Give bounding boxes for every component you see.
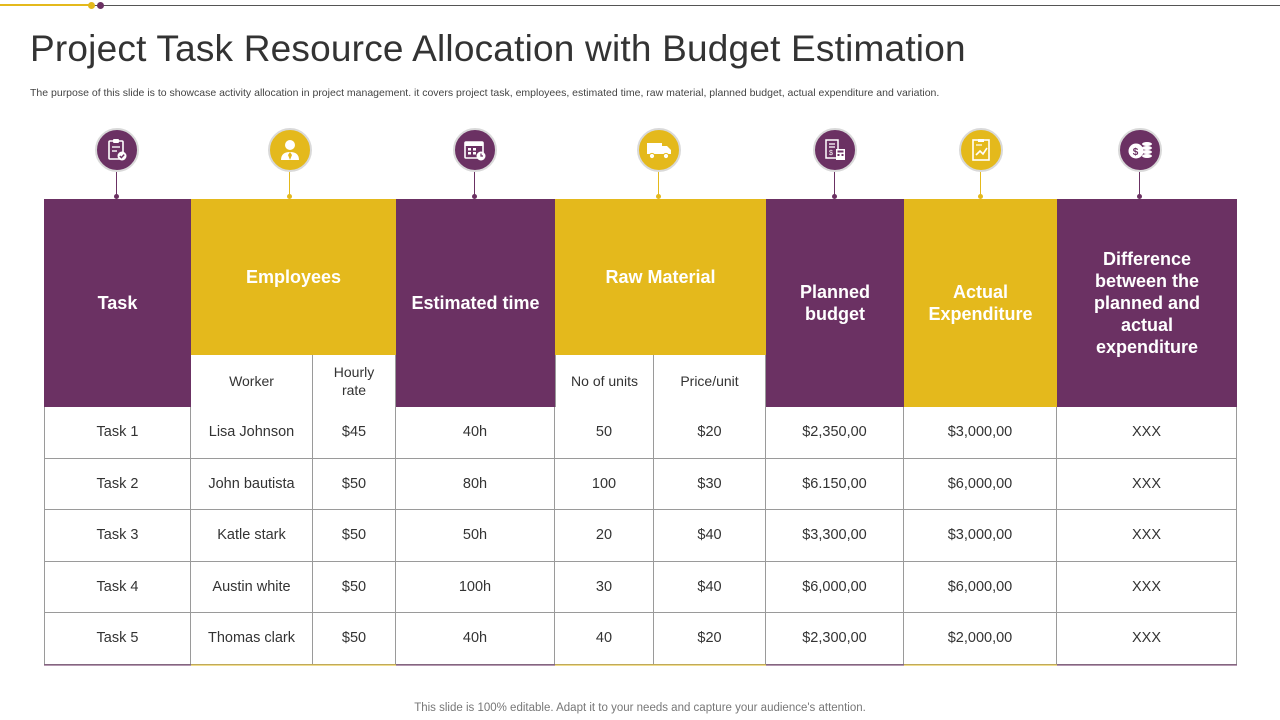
- header-employees: Employees: [191, 199, 396, 355]
- planned-budget-column-marker: $: [813, 128, 857, 199]
- table-cell: $6,000,00: [904, 561, 1057, 613]
- accent-dot-purple: [97, 2, 104, 9]
- employees-column-marker: [268, 128, 312, 199]
- table-bottom-accent: [1057, 663, 1237, 666]
- table-cell: $20: [654, 613, 766, 665]
- table-cell: $40: [654, 561, 766, 613]
- raw-material-column-marker: [637, 128, 681, 199]
- table-cell: $20: [654, 407, 766, 459]
- table-cell: $50: [313, 561, 396, 613]
- table-bottom-accent: [904, 663, 1057, 666]
- table-cell: Austin white: [191, 561, 313, 613]
- table-bottom-accent: [44, 663, 191, 666]
- table-cell: 100h: [396, 561, 555, 613]
- table-cell: Task 5: [44, 613, 191, 665]
- table-cell: $45: [313, 407, 396, 459]
- header-actual-expenditure: Actual Expenditure: [904, 199, 1057, 407]
- table-bottom-accent: [396, 663, 555, 666]
- table-cell: 20: [555, 510, 654, 562]
- table-cell: Katle stark: [191, 510, 313, 562]
- table-cell: 30: [555, 561, 654, 613]
- subheader-hourly-rate: Hourly rate: [313, 355, 396, 407]
- header-raw-material: Raw Material: [555, 199, 766, 355]
- table-cell: 80h: [396, 458, 555, 510]
- svg-text:$: $: [829, 150, 833, 157]
- truck-icon: [637, 128, 681, 172]
- header-difference: Difference between the planned and actua…: [1057, 199, 1237, 407]
- table-bottom-accent: [766, 663, 904, 666]
- top-rule-accent: [0, 4, 92, 6]
- table-bottom-accent: [191, 663, 396, 666]
- difference-column-marker: $: [1118, 128, 1162, 199]
- table-cell: $2,300,00: [766, 613, 904, 665]
- calendar-clock-icon: [453, 128, 497, 172]
- table-cell: $2,000,00: [904, 613, 1057, 665]
- accent-dot-gold: [88, 2, 95, 9]
- subheader-price-unit: Price/unit: [654, 355, 766, 407]
- expenditure-chart-icon: [959, 128, 1003, 172]
- actual-expenditure-column-marker: [959, 128, 1003, 199]
- table-cell: $6,000,00: [766, 561, 904, 613]
- table-cell: 100: [555, 458, 654, 510]
- table-cell: $50: [313, 510, 396, 562]
- subheader-units: No of units: [555, 355, 654, 407]
- header-estimated-time: Estimated time: [396, 199, 555, 407]
- table-cell: Lisa Johnson: [191, 407, 313, 459]
- table-cell: $50: [313, 613, 396, 665]
- table-cell: 50h: [396, 510, 555, 562]
- table-cell: $6.150,00: [766, 458, 904, 510]
- table-cell: Thomas clark: [191, 613, 313, 665]
- table-cell: John bautista: [191, 458, 313, 510]
- table-cell: Task 3: [44, 510, 191, 562]
- table-cell: 40: [555, 613, 654, 665]
- table-cell: $3,000,00: [904, 510, 1057, 562]
- table-cell: XXX: [1057, 613, 1237, 665]
- table-cell: 40h: [396, 407, 555, 459]
- table-cell: 50: [555, 407, 654, 459]
- header-task: Task: [44, 199, 191, 407]
- table-cell: XXX: [1057, 458, 1237, 510]
- table-cell: XXX: [1057, 407, 1237, 459]
- table-cell: 40h: [396, 613, 555, 665]
- footer-note: This slide is 100% editable. Adapt it to…: [414, 702, 866, 714]
- task-column-marker: [95, 128, 139, 199]
- table-cell: Task 2: [44, 458, 191, 510]
- table-cell: XXX: [1057, 510, 1237, 562]
- table-cell: Task 1: [44, 407, 191, 459]
- employee-icon: [268, 128, 312, 172]
- table-cell: $3,000,00: [904, 407, 1057, 459]
- budget-calculator-icon: $: [813, 128, 857, 172]
- svg-text:$: $: [1133, 147, 1139, 158]
- table-cell: $6,000,00: [904, 458, 1057, 510]
- page-subtitle: The purpose of this slide is to showcase…: [30, 87, 940, 99]
- estimated-time-column-marker: [453, 128, 497, 199]
- subheader-worker: Worker: [191, 355, 313, 407]
- header-planned-budget: Planned budget: [766, 199, 904, 407]
- top-rule: [0, 5, 1280, 6]
- table-cell: $40: [654, 510, 766, 562]
- page-title: Project Task Resource Allocation with Bu…: [30, 28, 966, 69]
- table-cell: Task 4: [44, 561, 191, 613]
- table-cell: $50: [313, 458, 396, 510]
- money-stack-icon: $: [1118, 128, 1162, 172]
- clipboard-check-icon: [95, 128, 139, 172]
- table-cell: XXX: [1057, 561, 1237, 613]
- table-cell: $2,350,00: [766, 407, 904, 459]
- table-cell: $30: [654, 458, 766, 510]
- table-cell: $3,300,00: [766, 510, 904, 562]
- table-bottom-accent: [555, 663, 766, 666]
